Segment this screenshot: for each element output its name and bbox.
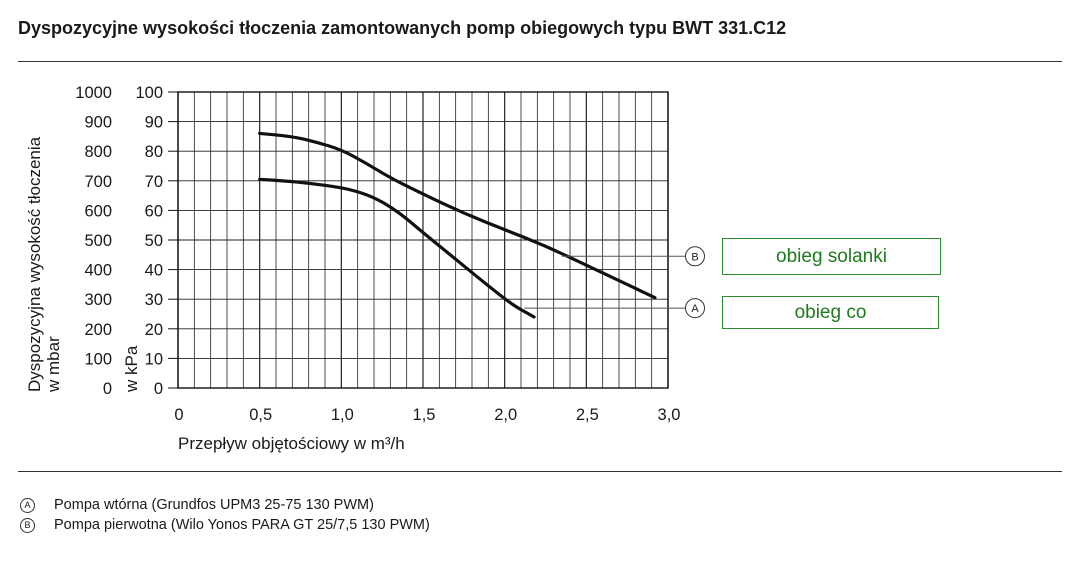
y-tick-label-kpa: 90 [145,114,163,132]
y-tick-label-mbar: 200 [84,321,112,339]
y-tick-label-mbar: 0 [103,380,112,398]
bottom-divider [18,471,1062,472]
y-tick-label-kpa: 0 [154,380,163,398]
callout-marker-a-icon [685,298,705,319]
y-tick-label-mbar: 300 [84,291,112,309]
series-curve-b [258,131,657,300]
y-tick-label-kpa: 40 [145,262,163,280]
legend-item-a: A Pompa wtórna (Grundfos UPM3 25-75 130 … [18,497,374,513]
x-tick-label: 2,5 [576,406,599,424]
marker-b-icon: B [20,517,35,533]
legend-text-b: Pompa pierwotna (Wilo Yonos PARA GT 25/7… [54,517,430,533]
x-tick-label: 1,5 [413,406,436,424]
chart-series [258,131,657,319]
x-tick-label: 3,0 [658,406,681,424]
page-title: Dyspozycyjne wysokości tłoczenia zamonto… [18,18,787,38]
callout-marker-label: B [691,251,698,263]
y-tick-label-mbar: 400 [84,262,112,280]
y-tick-label-mbar: 600 [84,202,112,220]
y-tick-label-kpa: 50 [145,232,163,250]
y-tick-label-kpa: 100 [135,84,163,102]
y-tick-label-mbar: 100 [84,350,112,368]
y-tick-label-kpa: 20 [145,321,163,339]
y-tick-label-mbar: 800 [84,143,112,161]
x-axis-label: Przepływ objętościowy w m³/h [178,434,405,453]
x-tick-label: 1,0 [331,406,354,424]
callout-box-solanki: obieg solanki [722,238,941,275]
x-tick-label: 0 [174,406,183,424]
y-tick-label-kpa: 10 [145,350,163,368]
legend-item-b: B Pompa pierwotna (Wilo Yonos PARA GT 25… [18,517,430,533]
x-tick-label: 2,0 [494,406,517,424]
callout-marker-label: A [691,303,699,315]
x-tick-label: 0,5 [249,406,272,424]
legend-text-a: Pompa wtórna (Grundfos UPM3 25-75 130 PW… [54,497,374,513]
callout-marker-b-icon [685,246,705,267]
y-tick-label-kpa: 60 [145,202,163,220]
y-tick-label-mbar: 700 [84,173,112,191]
y-tick-label-mbar: 500 [84,232,112,250]
y-tick-label-kpa: 30 [145,291,163,309]
y-axis-label-mbar: Dyspozycyjna wysokość tłoczeniaw mbar [25,136,63,393]
top-divider [18,61,1062,62]
series-curve-a [258,177,536,319]
marker-a-icon: A [20,497,35,513]
y-tick-label-mbar: 900 [84,114,112,132]
y-tick-label-kpa: 70 [145,173,163,191]
y-tick-label-mbar: 1000 [75,84,112,102]
chart-callouts: BA [524,246,705,319]
callout-box-co: obieg co [722,296,939,329]
chart-grid [177,91,669,389]
y-tick-label-kpa: 80 [145,143,163,161]
y-axis-label-kpa: w kPa [122,345,141,393]
